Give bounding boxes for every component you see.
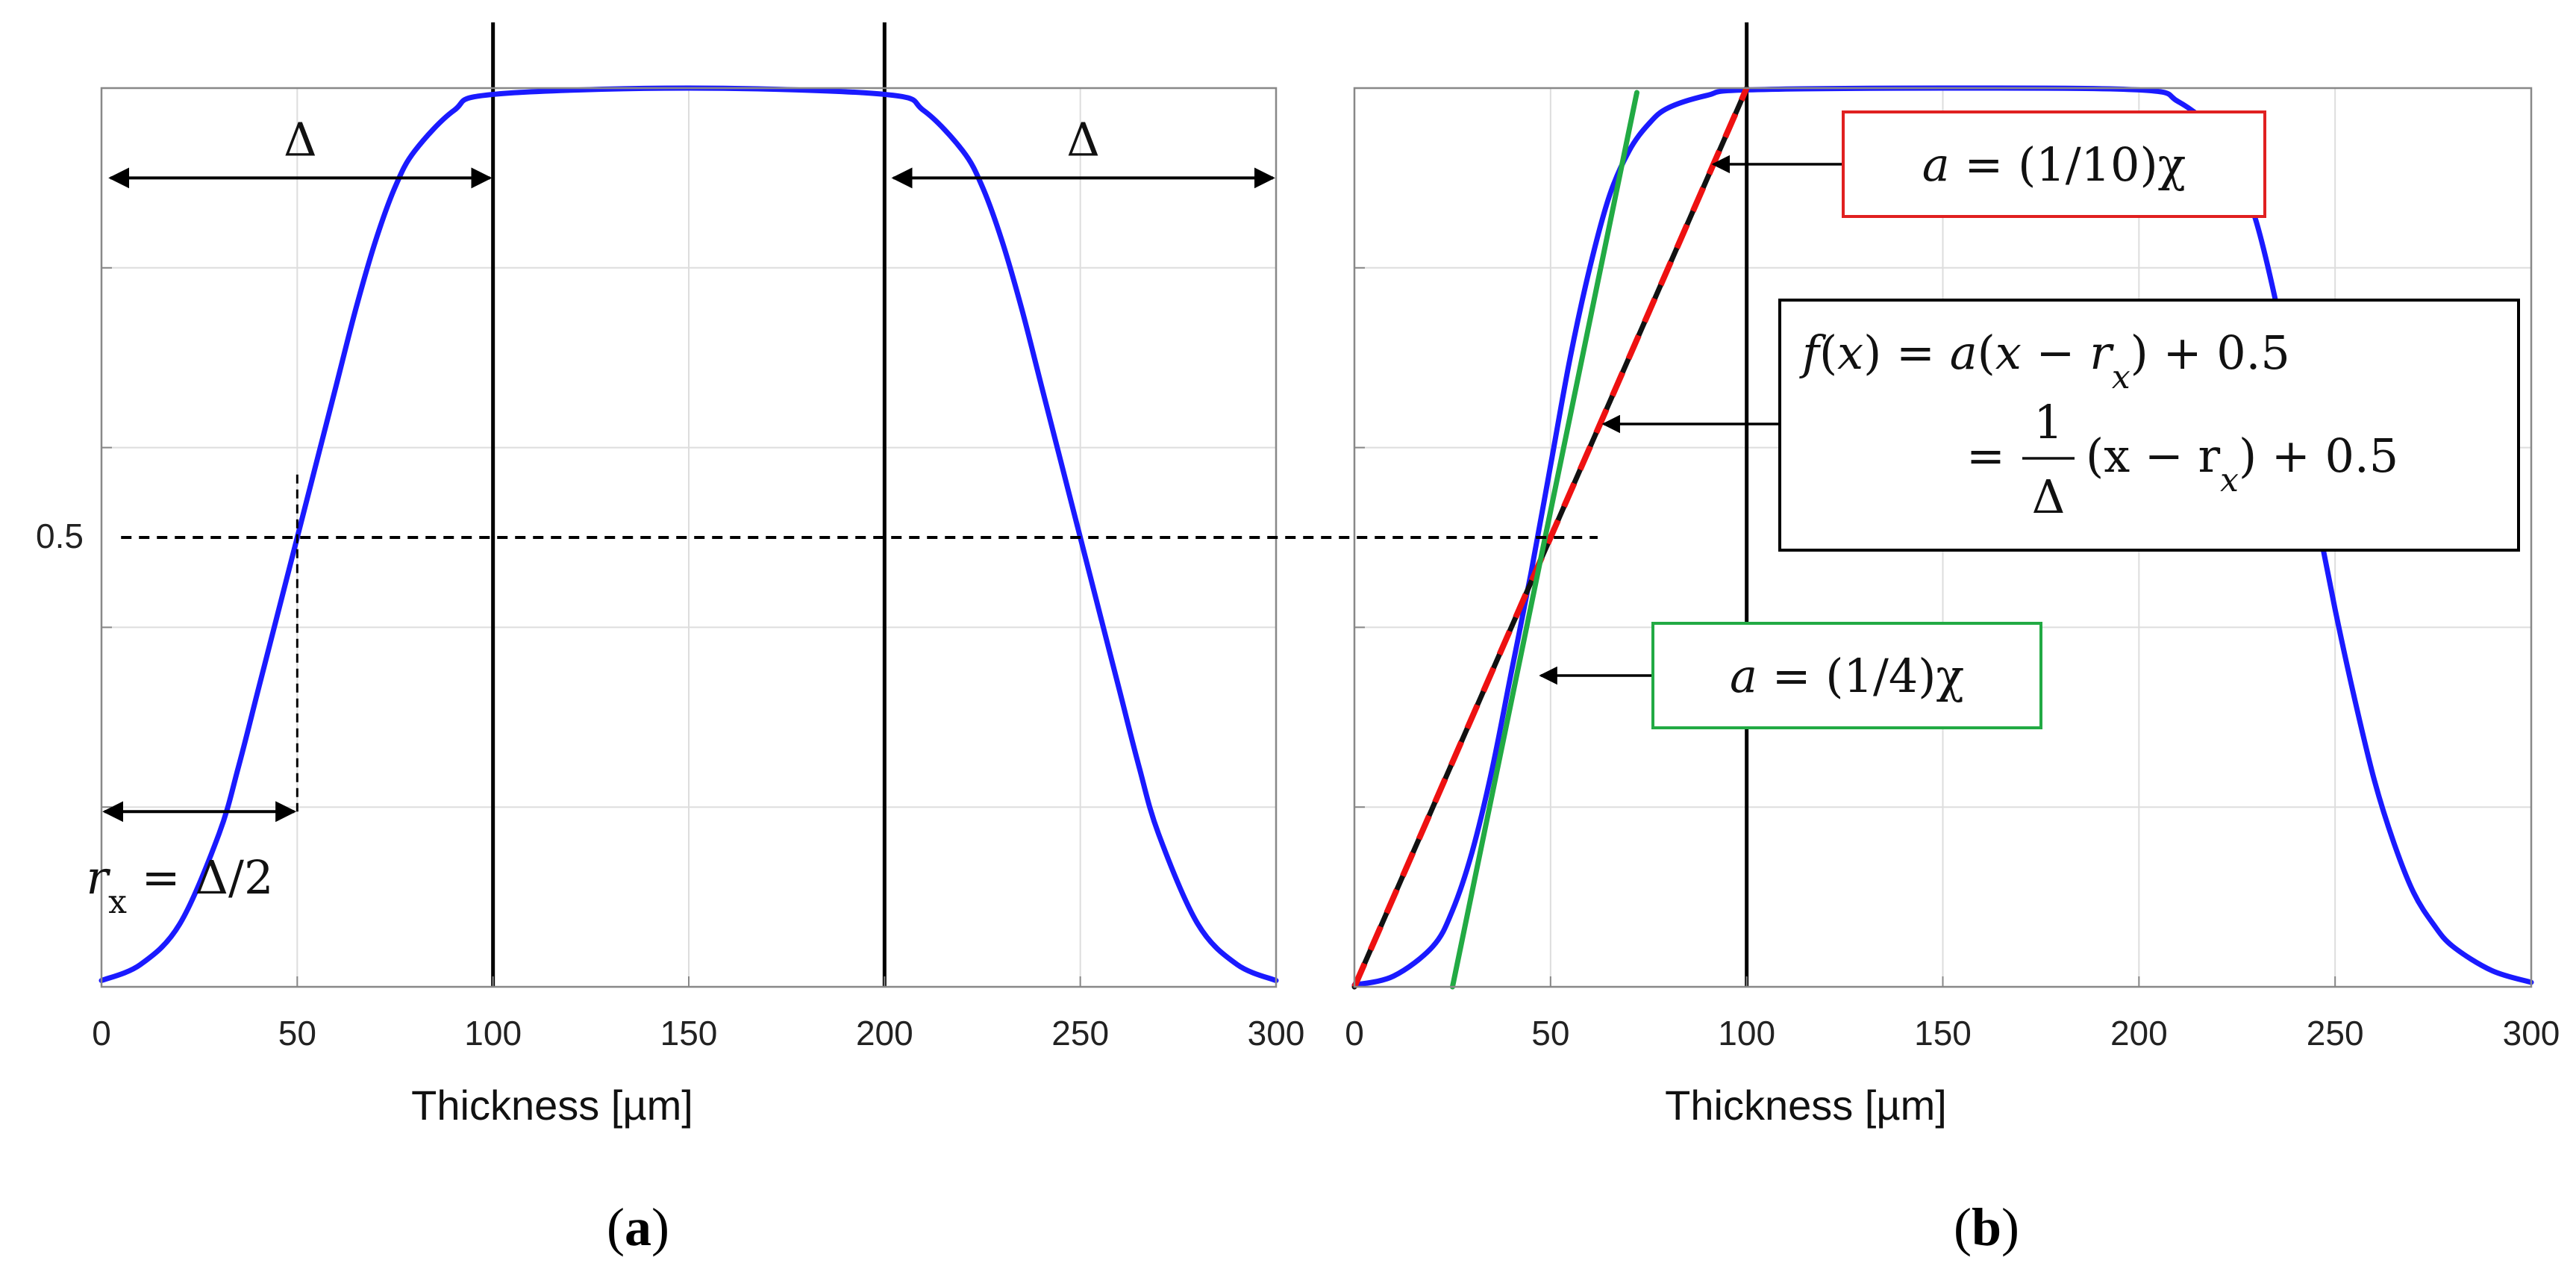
panel-a-x-tick-150: 150: [660, 1014, 718, 1053]
panel-a-x-tick-0: 0: [92, 1014, 111, 1053]
panel-b-series-2: [1351, 87, 1750, 988]
panel-b-callout-text-0: a = (1/10)χ: [1922, 137, 2186, 192]
panel-a-annotations: Δ Δrx = Δ/2: [86, 112, 1275, 921]
panel-b-annotations: a = (1/10)χ f(x) = a(x − rx) + 0.5 = 1 Δ (x −…: [1539, 110, 2520, 729]
panel-a-x-tick-250: 250: [1051, 1014, 1109, 1053]
panel-a-letter: a: [625, 1197, 651, 1257]
panel-b-callout-box-1: [1778, 299, 2520, 552]
panel-a-y-tick-label: 0.5: [36, 517, 84, 555]
panel-b-x-axis-title: Thickness [µm]: [1665, 1082, 1947, 1129]
panel-b-letter: b: [1972, 1197, 2001, 1257]
panel-b-label: (b): [1954, 1197, 2019, 1257]
panel-b-frac-num: 1: [2033, 395, 2063, 449]
panel-a-label: (a): [607, 1197, 669, 1257]
panel-b-frac-den: Δ: [2032, 470, 2066, 524]
panel-a-rx-label: rx = Δ/2: [86, 850, 273, 921]
panel-a-delta-label-1: Δ: [1066, 112, 1100, 166]
panel-a-x-tick-50: 50: [278, 1014, 316, 1053]
panel-a-x-axis-title: Thickness [µm]: [411, 1082, 693, 1129]
panel-a-grid: [101, 88, 1276, 987]
panel-b-chart: 0 50 100 150 200 250 300 Thickness [µm] a = (1…: [1345, 22, 2560, 1257]
panel-b-fx-eq: =: [1966, 428, 2005, 483]
panel-a-x-tick-200: 200: [856, 1014, 913, 1053]
panel-b-x-tick-0: 0: [1345, 1014, 1364, 1053]
panel-b-fx-line-2: (x − rx) + 0.5: [2086, 428, 2398, 499]
panel-b-x-tick-150: 150: [1914, 1014, 1972, 1053]
panel-b-callout-box-2: [1651, 622, 2042, 729]
panel-b-fx-line-1: f(x) = a(x − rx) + 0.5: [1799, 325, 2290, 396]
panel-b-callout-text-2: a = (1/4)χ: [1730, 649, 1964, 703]
panel-b-x-tick-200: 200: [2110, 1014, 2168, 1053]
panel-a-x-tick-300: 300: [1248, 1014, 1305, 1053]
panel-b-x-tick-100: 100: [1718, 1014, 1775, 1053]
panel-a-x-ticks: 0 50 100 150 200 250 300: [92, 976, 1304, 1053]
panel-a-delta-label-0: Δ: [284, 112, 317, 166]
panel-b-x-tick-50: 50: [1531, 1014, 1569, 1053]
panel-b-callout-box-0: [1842, 110, 2266, 218]
panel-b-x-tick-300: 300: [2503, 1014, 2560, 1053]
panel-b-series-3: [1449, 90, 1639, 990]
panel-a-x-tick-100: 100: [464, 1014, 522, 1053]
panel-b-x-tick-250: 250: [2307, 1014, 2364, 1053]
panel-b-x-ticks: 0 50 100 150 200 250 300: [1345, 976, 2560, 1053]
